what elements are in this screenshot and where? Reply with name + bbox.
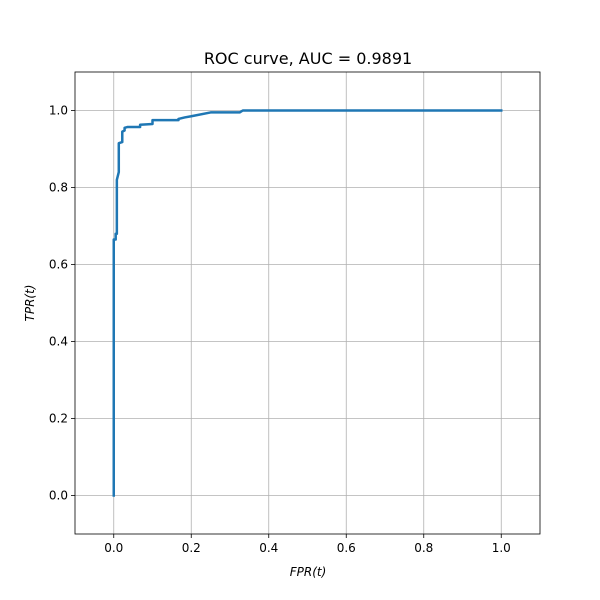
x-axis-label: FPR(t) (290, 565, 327, 579)
y-tick-label: 0.0 (49, 489, 68, 503)
x-tick-label: 0.6 (337, 541, 356, 555)
ticks: 0.0 0.2 0.4 0.6 0.8 1.0 0.0 0.2 0.4 0.6 0.8 1.0 (49, 104, 511, 556)
y-tick-label: 0.2 (49, 412, 68, 426)
series-layer (112, 109, 503, 497)
y-axis-label: TPR(t) (23, 285, 37, 322)
x-tick-label: 0.8 (414, 541, 433, 555)
y-tick-label: 0.8 (49, 181, 68, 195)
roc-curve-line (112, 109, 503, 497)
y-tick-label: 0.4 (49, 335, 68, 349)
y-tick-label: 1.0 (49, 104, 68, 118)
x-tick-label: 0.0 (104, 541, 123, 555)
plot-frame (74, 71, 541, 535)
x-tick-label: 0.2 (182, 541, 201, 555)
x-tick-label: 0.4 (259, 541, 278, 555)
grid (75, 72, 540, 534)
chart-title: ROC curve, AUC = 0.9891 (204, 49, 412, 68)
x-tick-label: 1.0 (492, 541, 511, 555)
y-tick-label: 0.6 (49, 258, 68, 272)
